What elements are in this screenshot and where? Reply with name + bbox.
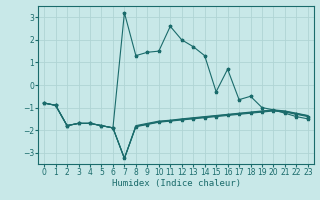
X-axis label: Humidex (Indice chaleur): Humidex (Indice chaleur)	[111, 179, 241, 188]
